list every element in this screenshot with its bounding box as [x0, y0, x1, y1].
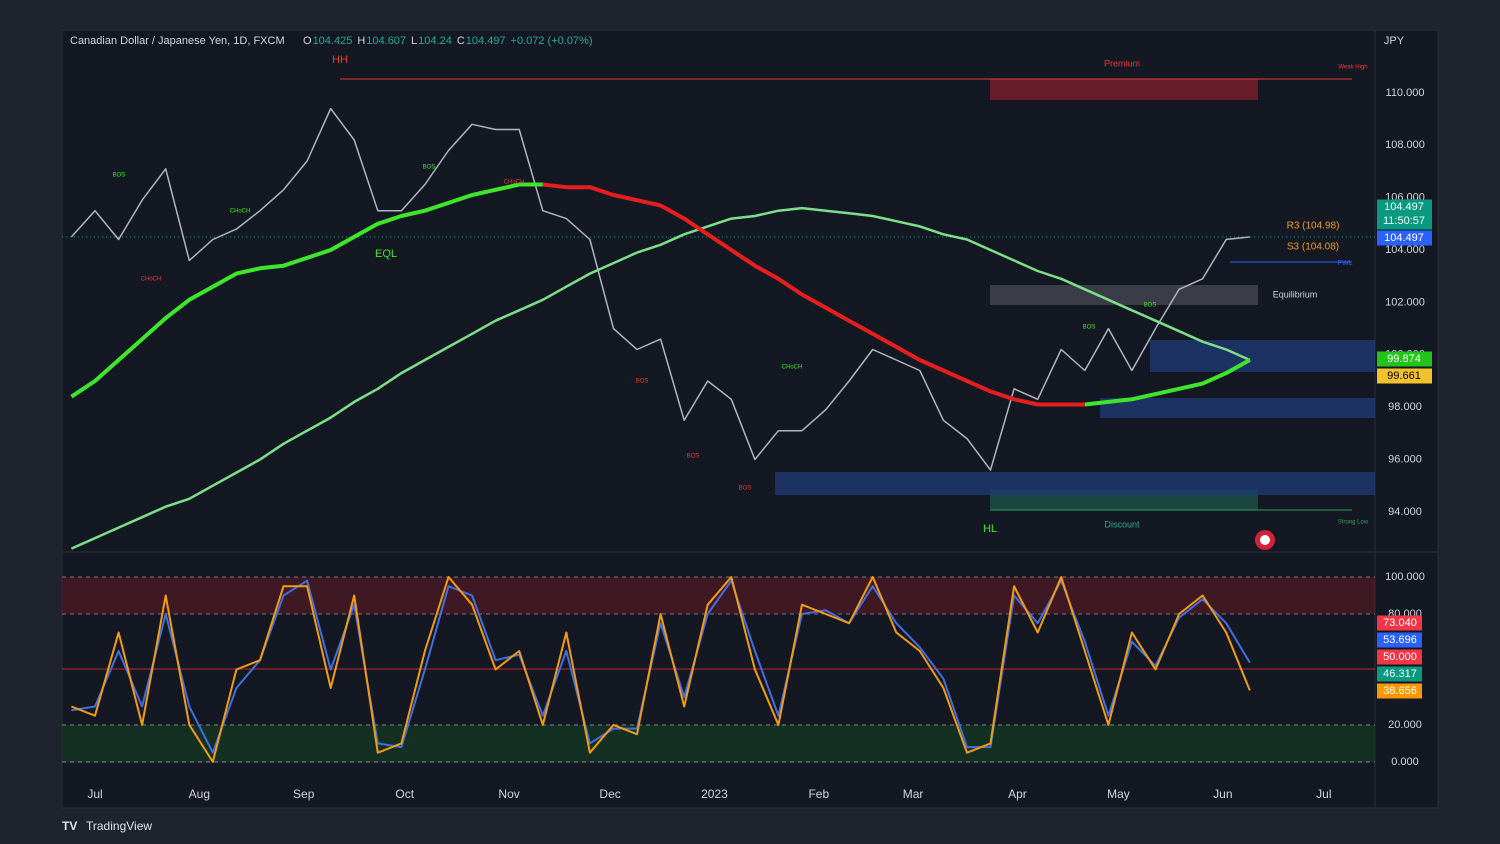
y-tick-label: 104.000 — [1385, 244, 1425, 256]
y-tick-label: 108.000 — [1385, 139, 1425, 151]
x-tick-label: Nov — [498, 787, 519, 801]
annotation: S3 (104.08) — [1287, 242, 1339, 253]
ohlc-value: 104.607 — [366, 35, 406, 47]
premium-zone — [990, 79, 1258, 100]
value-label-box — [1377, 666, 1422, 682]
order-block — [1150, 340, 1375, 372]
value-label: 50.000 — [1383, 651, 1417, 663]
annotation: PWL — [1337, 260, 1352, 267]
y-tick-label: 110.000 — [1386, 87, 1425, 99]
y-tick-label: 94.000 — [1388, 506, 1422, 518]
equilibrium-zone — [990, 285, 1258, 305]
structure-label: CHoCH — [782, 365, 803, 371]
order-block — [775, 472, 1375, 495]
price-label-box — [1377, 368, 1432, 384]
x-tick-label: 2023 — [701, 787, 728, 801]
value-label: 53.696 — [1383, 634, 1417, 646]
y-tick-label: 100.000 — [1385, 571, 1425, 583]
order-block — [1100, 398, 1375, 418]
structure-label: CHoCH — [141, 277, 162, 283]
price-label: 99.874 — [1387, 353, 1421, 365]
annotation: Strong Low — [1338, 520, 1369, 526]
structure-label: BOS — [113, 173, 126, 179]
brand: TradingView — [86, 819, 152, 833]
annotation: Equilibrium — [1273, 289, 1318, 299]
value-label-box — [1377, 649, 1422, 665]
structure-label: CHoCH — [230, 209, 251, 215]
chart-area — [61, 29, 1439, 809]
ohlc-value: 104.425 — [313, 35, 353, 47]
brand-logo: TV — [62, 819, 77, 833]
x-tick-label: Oct — [395, 787, 414, 801]
x-tick-label: Sep — [293, 787, 315, 801]
y-tick-label: 102.000 — [1385, 296, 1425, 308]
value-label: 38.656 — [1383, 685, 1417, 697]
overbought-zone — [62, 577, 1375, 614]
x-tick-label: Jul — [1316, 787, 1331, 801]
x-tick-label: Jun — [1213, 787, 1232, 801]
annotation: Premium — [1104, 58, 1140, 68]
annotation: HH — [332, 54, 348, 66]
value-label-box — [1377, 632, 1422, 648]
structure-label: BOS — [423, 165, 436, 171]
oversold-zone — [62, 725, 1375, 762]
structure-label: CHoCH — [504, 180, 525, 186]
ohlc-key: L — [411, 35, 417, 47]
y-tick-label: 20.000 — [1388, 719, 1422, 731]
value-label-box — [1377, 615, 1422, 631]
price-label: 99.661 — [1387, 370, 1421, 382]
logo-icon — [1260, 535, 1270, 545]
price-label: 104.497 — [1384, 232, 1424, 244]
price-label-box — [1377, 230, 1432, 246]
series-line — [70, 107, 1250, 471]
ohlc-key: C — [457, 35, 465, 47]
structure-label: BOS — [687, 454, 700, 460]
series-line — [70, 182, 1251, 407]
annotation: EQL — [375, 248, 397, 260]
x-tick-label: Apr — [1008, 787, 1027, 801]
chart-title: Canadian Dollar / Japanese Yen, 1D, FXCM — [70, 35, 285, 47]
change: +0.072 (+0.07%) — [511, 35, 593, 47]
series-line — [70, 206, 1251, 550]
annotation: HL — [983, 523, 997, 535]
value-label: 73.040 — [1383, 617, 1417, 629]
annotation: R3 (104.98) — [1287, 221, 1340, 232]
countdown: 11:50:57 — [1383, 215, 1425, 227]
ohlc-value: 104.497 — [466, 35, 506, 47]
x-tick-label: Feb — [808, 787, 829, 801]
x-tick-label: Dec — [599, 787, 620, 801]
structure-label: BOS — [1144, 303, 1157, 309]
x-tick-label: Jul — [87, 787, 102, 801]
ohlc-key: O — [303, 35, 312, 47]
x-tick-label: May — [1107, 787, 1130, 801]
structure-label: BOS — [1083, 325, 1096, 331]
x-tick-label: Aug — [189, 787, 210, 801]
currency: JPY — [1384, 35, 1405, 47]
ohlc-key: H — [357, 35, 365, 47]
structure-label: BOS — [739, 486, 752, 492]
value-label-box — [1377, 683, 1422, 699]
y-tick-label: 98.000 — [1388, 401, 1422, 413]
value-label: 46.317 — [1383, 668, 1417, 680]
price-label-box — [1377, 351, 1432, 367]
annotation: Weak High — [1338, 65, 1367, 71]
series-line — [71, 576, 1251, 763]
y-tick-label: 0.000 — [1391, 756, 1419, 768]
structure-label: BOS — [636, 379, 649, 385]
ohlc-value: 104.24 — [418, 35, 452, 47]
x-tick-label: Mar — [903, 787, 924, 801]
y-tick-label: 96.000 — [1388, 453, 1422, 465]
price-label-box — [1377, 199, 1432, 230]
price-label: 104.497 — [1384, 201, 1424, 213]
series-line — [542, 182, 1085, 407]
annotation: Discount — [1104, 519, 1140, 529]
